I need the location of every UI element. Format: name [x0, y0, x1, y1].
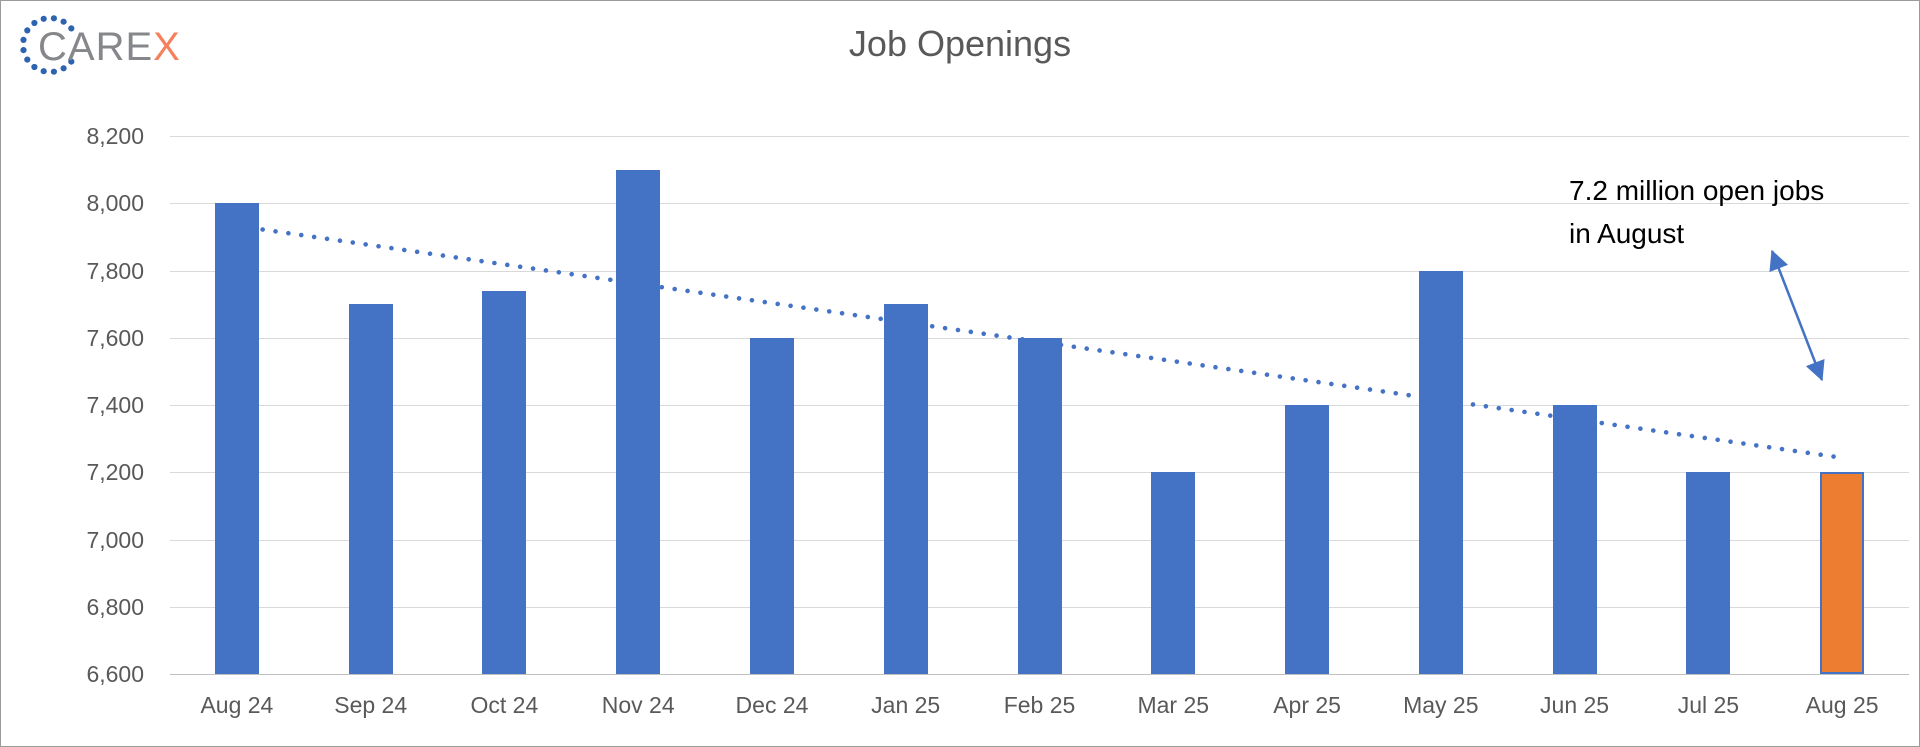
bar-highlighted	[1820, 472, 1865, 675]
y-axis-tick-label: 8,200	[86, 123, 144, 149]
x-axis-tick-label: Jul 25	[1677, 692, 1740, 718]
annotation-line-1: 7.2 million open jobs	[1569, 175, 1825, 206]
x-axis-tick-label: Mar 25	[1137, 692, 1210, 718]
chart-title: Job Openings	[848, 23, 1072, 64]
bar	[348, 304, 393, 674]
bar	[1151, 472, 1196, 675]
logo-dotted-circle-icon	[20, 15, 75, 75]
y-axis-tick-label: 6,600	[86, 661, 144, 687]
x-axis-tick-label: May 25	[1403, 692, 1479, 718]
x-axis-tick-label: Aug 24	[200, 692, 274, 718]
x-axis-line	[170, 674, 1909, 675]
x-axis-tick-label: Dec 24	[735, 692, 809, 718]
bar	[214, 203, 259, 675]
y-axis-tick-label: 7,200	[86, 459, 144, 486]
y-axis-tick-label: 7,600	[86, 324, 144, 351]
x-axis-tick-label: Apr 25	[1273, 692, 1341, 718]
bar	[1418, 270, 1463, 674]
logo-text-x: X	[153, 25, 181, 69]
y-axis-tick-label: 6,800	[86, 593, 144, 620]
x-axis-tick-label: Jan 25	[871, 692, 941, 718]
bar	[1686, 472, 1731, 675]
gridline	[170, 203, 1909, 205]
x-axis-tick-label: Aug 25	[1805, 692, 1879, 718]
x-axis-tick-label: Feb 25	[1003, 692, 1076, 718]
bar	[1552, 405, 1597, 674]
x-axis-tick-label: Oct 24	[470, 692, 539, 718]
y-axis-tick-label: 7,000	[86, 526, 144, 553]
x-axis-tick-label: Sep 24	[334, 692, 408, 718]
bar	[883, 304, 928, 674]
x-axis-tick-label: Jun 25	[1540, 692, 1610, 718]
x-axis-tick-label: Nov 24	[601, 692, 675, 718]
bar	[1017, 337, 1062, 675]
gridline	[170, 136, 1909, 137]
carex-logo: CAREX	[11, 5, 201, 80]
annotation-line-2: in August	[1569, 218, 1685, 249]
y-axis-tick-label: 7,800	[86, 257, 144, 284]
bar	[750, 337, 794, 675]
annotation-text: 7.2 million open jobs in August	[1569, 169, 1824, 255]
gridline	[170, 270, 1909, 272]
y-axis-tick-label: 7,400	[86, 392, 144, 418]
bar	[482, 290, 527, 674]
bar	[616, 169, 661, 674]
y-axis-tick-label: 8,000	[86, 190, 144, 217]
logo-text: CAREX	[38, 25, 181, 70]
bar	[1285, 405, 1329, 674]
logo-text-care: CARE	[38, 25, 154, 69]
